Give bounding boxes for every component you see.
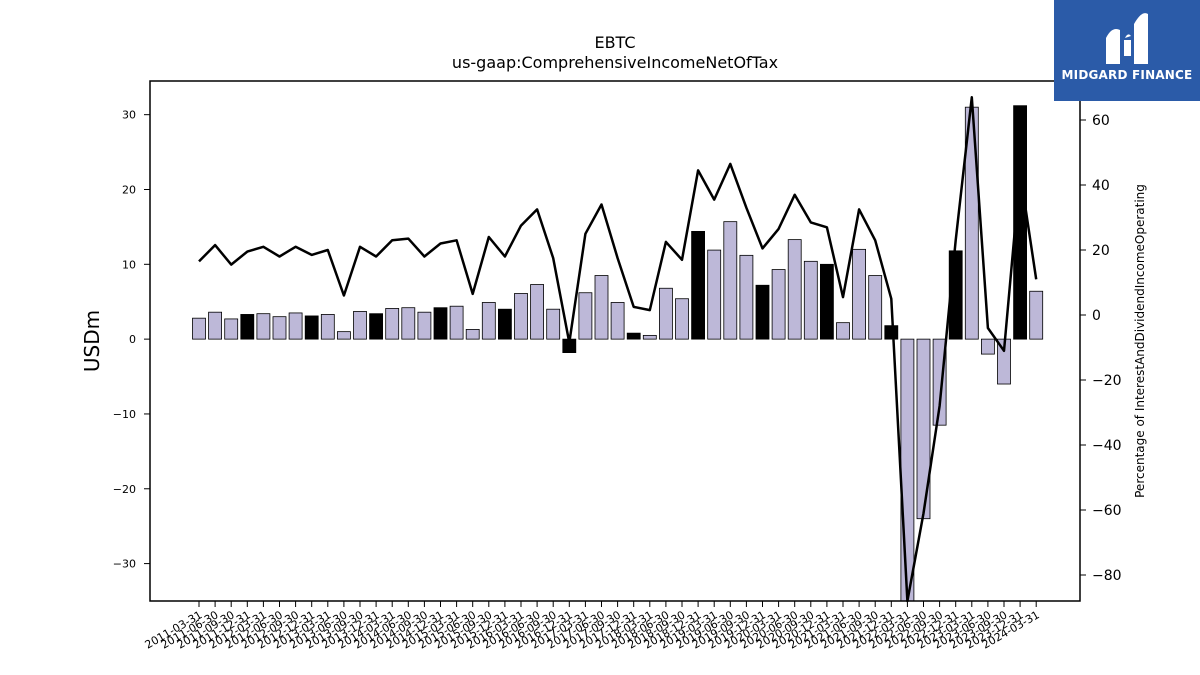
bar-2011-09-30 — [224, 318, 239, 340]
bar-2012-03-31 — [256, 313, 271, 340]
ratio-line-path — [198, 96, 1038, 603]
bar-2016-03-31 — [514, 293, 528, 340]
brand-logo: MIDGARD FINANCE — [1054, 0, 1200, 101]
y2-tick-label: −60 — [1092, 503, 1122, 519]
y2-tick-label: 40 — [1092, 178, 1110, 194]
bar-2017-03-31 — [578, 292, 593, 340]
bar-2021-03-31 — [836, 322, 850, 340]
bar-2011-06-30 — [208, 311, 223, 340]
bar-2021-09-30 — [868, 275, 883, 340]
y-tick-label: 20 — [122, 183, 136, 196]
bar-2011-03-31 — [192, 317, 206, 340]
bar-2021-12-31 — [884, 325, 899, 340]
bar-2014-06-30 — [401, 307, 416, 340]
bar-2014-03-31 — [385, 308, 400, 340]
logo-text: MIDGARD FINANCE — [1061, 68, 1193, 82]
y2-axis-label: Percentage of InterestAndDividendIncomeO… — [1133, 184, 1147, 498]
bar-2019-06-30 — [723, 221, 738, 340]
y2-tick-label: −40 — [1092, 438, 1122, 454]
bars — [192, 105, 1044, 602]
y2-tick-label: −80 — [1092, 568, 1122, 584]
plot-frame — [149, 80, 1081, 602]
y-tick-label: 0 — [129, 333, 136, 346]
bar-2015-06-30 — [465, 329, 480, 340]
right-axis: 60 40 20 0 −20 −40 −60 −80 — [1080, 113, 1122, 584]
midgard-logo-icon — [1106, 13, 1148, 64]
bar-2018-06-30 — [659, 287, 673, 340]
bar-2012-09-30 — [288, 312, 303, 340]
bar-2013-12-31 — [369, 313, 384, 340]
y-tick-label: −30 — [113, 558, 136, 571]
y2-tick-label: 20 — [1092, 243, 1110, 259]
bar-2019-12-31 — [755, 284, 770, 340]
bar-2021-06-30 — [852, 248, 866, 340]
x-axis: 2011-03-312011-06-302011-09-302011-12-31… — [143, 601, 1042, 652]
bar-2016-06-30 — [530, 284, 544, 340]
bar-2018-03-31 — [642, 334, 657, 340]
y-tick-label: −10 — [113, 408, 136, 421]
left-axis: 30 20 10 0 −10 −20 −30 — [113, 109, 150, 571]
bar-2016-09-30 — [546, 308, 561, 340]
y-tick-label: 10 — [122, 258, 136, 271]
bar-2012-06-30 — [272, 316, 287, 340]
bar-2013-09-30 — [353, 311, 367, 340]
bar-2017-12-31 — [626, 332, 641, 340]
bar-2023-06-30 — [981, 338, 995, 355]
bar-2013-03-31 — [320, 314, 335, 340]
y2-tick-label: 60 — [1092, 113, 1110, 129]
bar-2020-03-31 — [771, 269, 786, 340]
bar-2022-03-31 — [900, 338, 915, 602]
chart-subtitle: us-gaap:ComprehensiveIncomeNetOfTax — [452, 53, 778, 72]
ratio-line — [198, 96, 1038, 603]
chart-title: EBTC — [594, 33, 635, 52]
bar-2015-03-31 — [449, 305, 464, 340]
bar-2022-06-30 — [916, 338, 931, 520]
y-tick-label: −20 — [113, 483, 136, 496]
bar-2017-09-30 — [610, 302, 625, 340]
bar-2018-09-30 — [675, 298, 689, 340]
y2-tick-label: 0 — [1092, 308, 1101, 324]
bar-2014-09-30 — [417, 311, 432, 340]
bar-2024-03-31 — [1029, 290, 1044, 340]
bar-2011-12-31 — [240, 314, 255, 340]
y2-tick-label: −20 — [1092, 373, 1122, 389]
bar-2015-12-31 — [497, 308, 512, 340]
bar-2019-03-31 — [707, 249, 722, 340]
y-tick-label: 30 — [122, 109, 136, 122]
bar-2020-12-31 — [820, 263, 834, 340]
bar-2015-09-30 — [481, 302, 496, 340]
bar-2013-06-30 — [336, 331, 351, 340]
bar-2014-12-31 — [433, 307, 448, 340]
bar-2020-06-30 — [787, 239, 802, 340]
bar-2018-12-31 — [691, 230, 705, 340]
bar-2012-12-31 — [304, 315, 319, 340]
bar-2017-06-30 — [594, 275, 609, 340]
y-axis-label: USDm — [80, 310, 104, 372]
bar-2020-09-30 — [803, 260, 818, 340]
bar-2019-09-30 — [739, 254, 754, 340]
